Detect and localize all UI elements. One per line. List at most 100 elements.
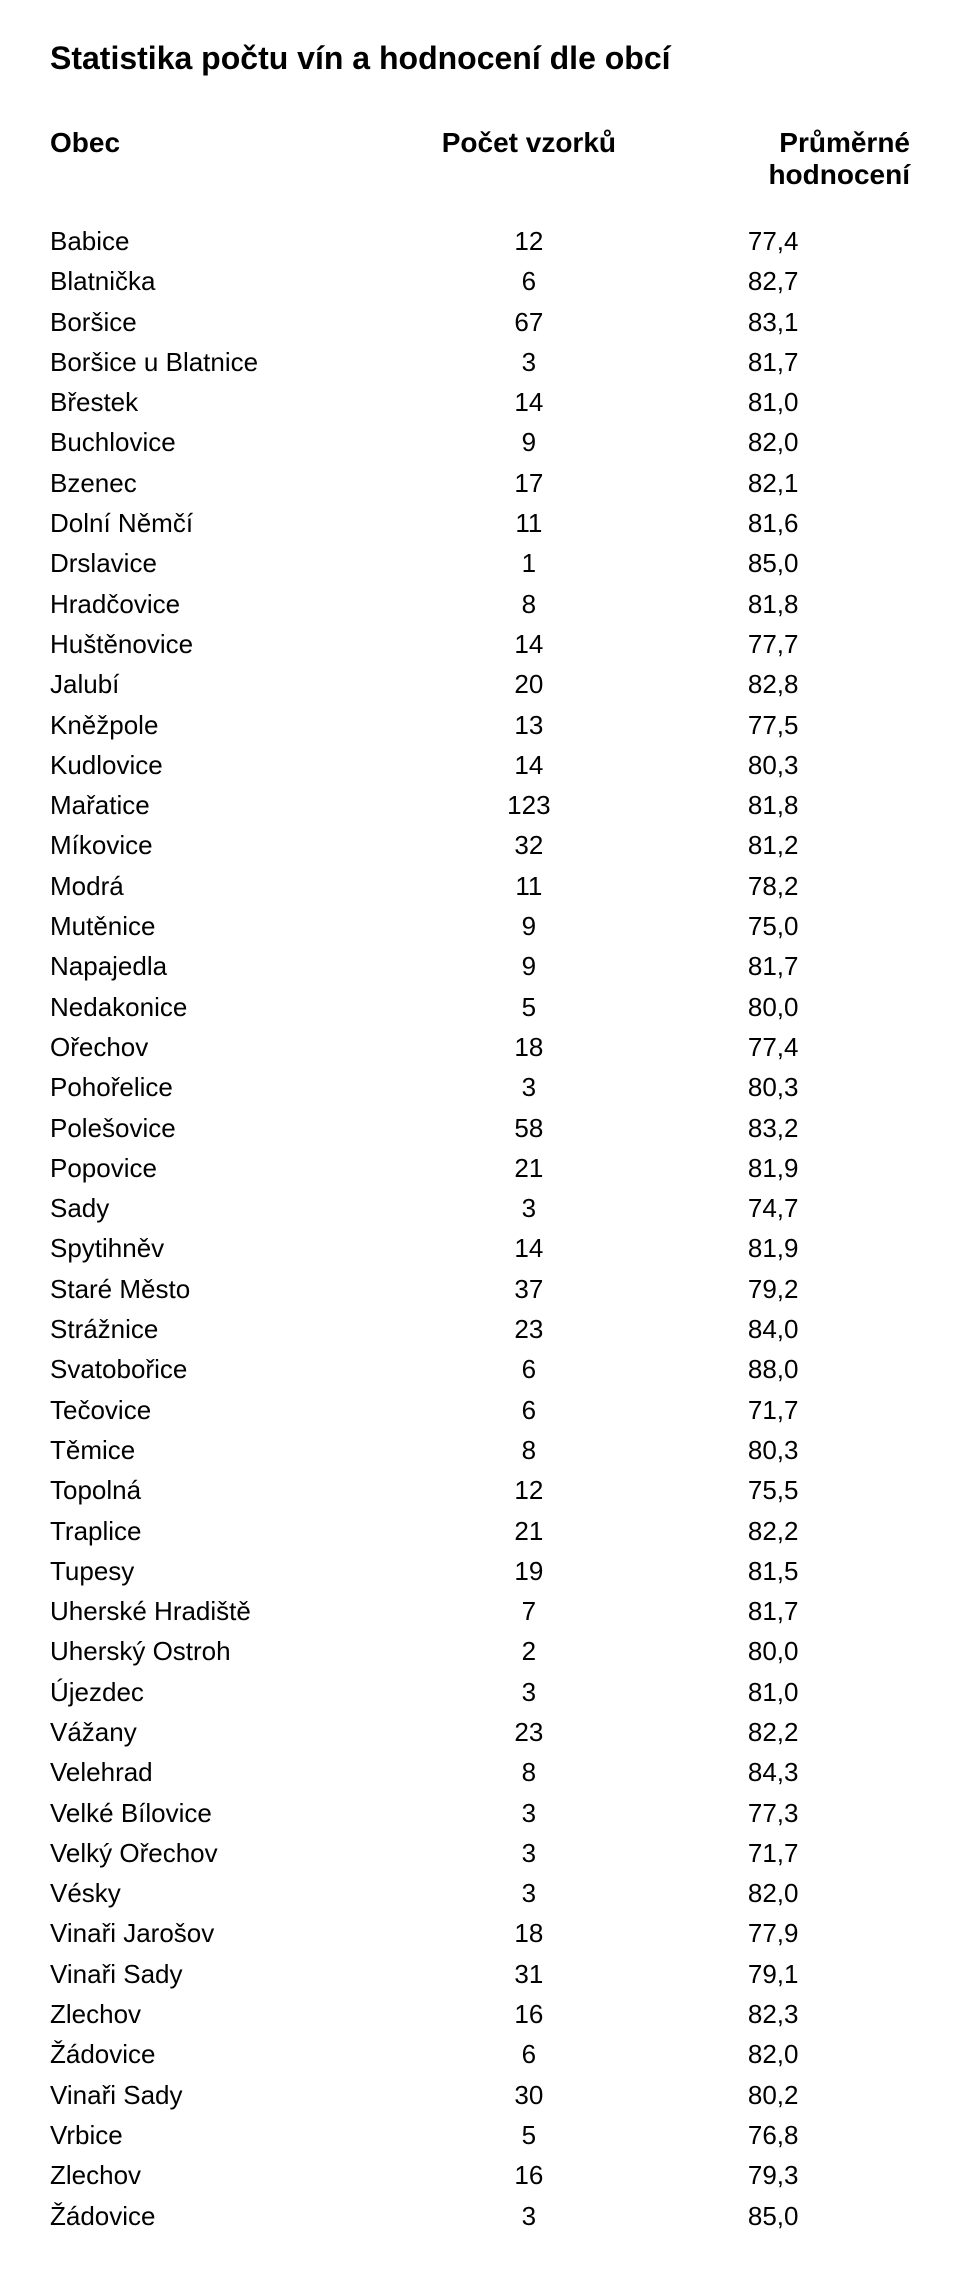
cell-pocet: 3 xyxy=(421,1833,636,1873)
cell-pocet: 3 xyxy=(421,2196,636,2236)
cell-pocet: 9 xyxy=(421,906,636,946)
table-row: Újezdec381,0 xyxy=(50,1672,910,1712)
table-row: Velký Ořechov371,7 xyxy=(50,1833,910,1873)
cell-obec: Buchlovice xyxy=(50,422,421,462)
table-row: Spytihněv1481,9 xyxy=(50,1228,910,1268)
cell-pocet: 14 xyxy=(421,624,636,664)
cell-obec: Vinaři Jarošov xyxy=(50,1913,421,1953)
cell-hodnoceni: 82,8 xyxy=(636,664,910,704)
table-row: Vážany2382,2 xyxy=(50,1712,910,1752)
cell-pocet: 14 xyxy=(421,745,636,785)
cell-pocet: 11 xyxy=(421,503,636,543)
cell-pocet: 32 xyxy=(421,825,636,865)
table-row: Svatobořice688,0 xyxy=(50,1349,910,1389)
cell-pocet: 11 xyxy=(421,866,636,906)
cell-hodnoceni: 81,9 xyxy=(636,1148,910,1188)
cell-pocet: 37 xyxy=(421,1269,636,1309)
cell-pocet: 6 xyxy=(421,1390,636,1430)
cell-pocet: 6 xyxy=(421,2034,636,2074)
cell-pocet: 3 xyxy=(421,1067,636,1107)
cell-pocet: 6 xyxy=(421,261,636,301)
cell-pocet: 16 xyxy=(421,1994,636,2034)
table-row: Boršice6783,1 xyxy=(50,302,910,342)
cell-obec: Újezdec xyxy=(50,1672,421,1712)
cell-hodnoceni: 81,8 xyxy=(636,785,910,825)
cell-hodnoceni: 77,4 xyxy=(636,1027,910,1067)
cell-obec: Vrbice xyxy=(50,2115,421,2155)
table-row: Uherský Ostroh280,0 xyxy=(50,1631,910,1671)
cell-hodnoceni: 77,7 xyxy=(636,624,910,664)
cell-pocet: 5 xyxy=(421,987,636,1027)
cell-obec: Jalubí xyxy=(50,664,421,704)
cell-obec: Bzenec xyxy=(50,463,421,503)
cell-pocet: 14 xyxy=(421,1228,636,1268)
cell-obec: Spytihněv xyxy=(50,1228,421,1268)
table-row: Vinaři Sady3080,2 xyxy=(50,2075,910,2115)
cell-hodnoceni: 81,5 xyxy=(636,1551,910,1591)
cell-hodnoceni: 83,2 xyxy=(636,1108,910,1148)
table-row: Modrá1178,2 xyxy=(50,866,910,906)
cell-obec: Blatnička xyxy=(50,261,421,301)
table-row: Dolní Němčí1181,6 xyxy=(50,503,910,543)
cell-hodnoceni: 77,4 xyxy=(636,221,910,261)
cell-pocet: 123 xyxy=(421,785,636,825)
cell-obec: Velké Bílovice xyxy=(50,1793,421,1833)
cell-hodnoceni: 77,9 xyxy=(636,1913,910,1953)
cell-hodnoceni: 82,1 xyxy=(636,463,910,503)
cell-obec: Ořechov xyxy=(50,1027,421,1067)
cell-obec: Kudlovice xyxy=(50,745,421,785)
cell-pocet: 9 xyxy=(421,422,636,462)
cell-pocet: 58 xyxy=(421,1108,636,1148)
table-row: Velehrad884,3 xyxy=(50,1752,910,1792)
cell-pocet: 21 xyxy=(421,1511,636,1551)
cell-obec: Polešovice xyxy=(50,1108,421,1148)
header-obec: Obec xyxy=(50,127,421,191)
cell-hodnoceni: 75,5 xyxy=(636,1470,910,1510)
cell-pocet: 12 xyxy=(421,221,636,261)
table-row: Vrbice576,8 xyxy=(50,2115,910,2155)
table-row: Ořechov1877,4 xyxy=(50,1027,910,1067)
cell-obec: Topolná xyxy=(50,1470,421,1510)
cell-pocet: 3 xyxy=(421,342,636,382)
cell-pocet: 7 xyxy=(421,1591,636,1631)
table-row: Huštěnovice1477,7 xyxy=(50,624,910,664)
cell-hodnoceni: 82,2 xyxy=(636,1511,910,1551)
cell-pocet: 30 xyxy=(421,2075,636,2115)
table-row: Blatnička682,7 xyxy=(50,261,910,301)
cell-hodnoceni: 71,7 xyxy=(636,1390,910,1430)
cell-hodnoceni: 81,7 xyxy=(636,342,910,382)
cell-pocet: 23 xyxy=(421,1712,636,1752)
table-row: Velké Bílovice377,3 xyxy=(50,1793,910,1833)
cell-obec: Zlechov xyxy=(50,1994,421,2034)
table-row: Buchlovice982,0 xyxy=(50,422,910,462)
cell-obec: Míkovice xyxy=(50,825,421,865)
table-row: Topolná1275,5 xyxy=(50,1470,910,1510)
table-row: Břestek1481,0 xyxy=(50,382,910,422)
cell-obec: Traplice xyxy=(50,1511,421,1551)
table-row: Babice1277,4 xyxy=(50,221,910,261)
cell-obec: Babice xyxy=(50,221,421,261)
cell-pocet: 12 xyxy=(421,1470,636,1510)
cell-obec: Sady xyxy=(50,1188,421,1228)
table-body: Babice1277,4Blatnička682,7Boršice6783,1B… xyxy=(50,221,910,2236)
cell-hodnoceni: 81,0 xyxy=(636,1672,910,1712)
cell-pocet: 8 xyxy=(421,1430,636,1470)
table-row: Drslavice185,0 xyxy=(50,543,910,583)
cell-pocet: 3 xyxy=(421,1873,636,1913)
cell-hodnoceni: 84,0 xyxy=(636,1309,910,1349)
table-row: Zlechov1679,3 xyxy=(50,2155,910,2195)
cell-obec: Mařatice xyxy=(50,785,421,825)
table-row: Vésky382,0 xyxy=(50,1873,910,1913)
table-row: Strážnice2384,0 xyxy=(50,1309,910,1349)
cell-hodnoceni: 82,7 xyxy=(636,261,910,301)
cell-obec: Velký Ořechov xyxy=(50,1833,421,1873)
cell-pocet: 23 xyxy=(421,1309,636,1349)
cell-obec: Tupesy xyxy=(50,1551,421,1591)
cell-hodnoceni: 82,0 xyxy=(636,1873,910,1913)
table-row: Sady374,7 xyxy=(50,1188,910,1228)
table-row: Bzenec1782,1 xyxy=(50,463,910,503)
table-row: Míkovice3281,2 xyxy=(50,825,910,865)
cell-hodnoceni: 76,8 xyxy=(636,2115,910,2155)
cell-obec: Mutěnice xyxy=(50,906,421,946)
cell-hodnoceni: 80,3 xyxy=(636,745,910,785)
